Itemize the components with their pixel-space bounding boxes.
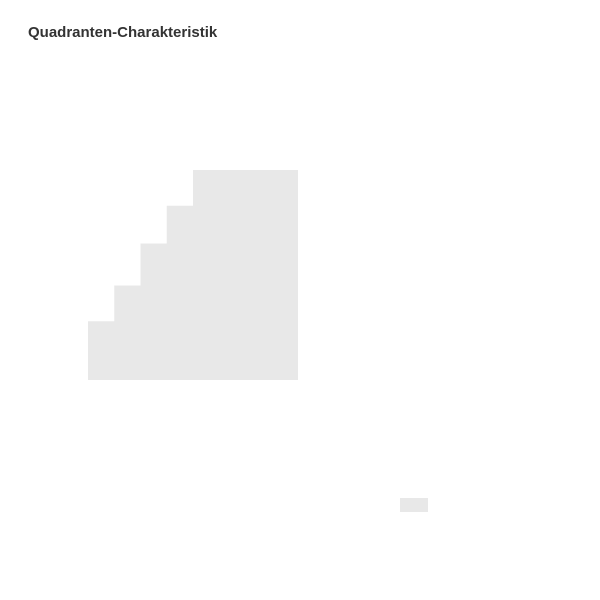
- legend-swatch: [400, 498, 428, 512]
- chart-area: [0, 0, 600, 600]
- step-area-path: [88, 170, 298, 380]
- step-area-chart: [0, 0, 600, 600]
